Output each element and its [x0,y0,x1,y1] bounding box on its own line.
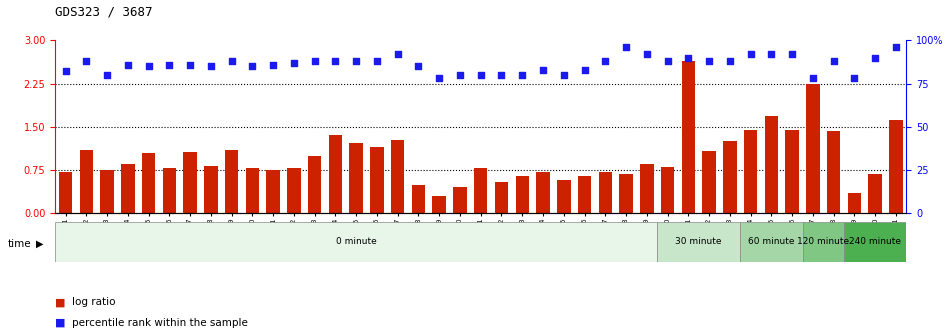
Point [888,45,903,50]
Point [764,51,779,57]
Bar [454,187,467,213]
Text: 120 minute: 120 minute [797,238,849,246]
Text: 60 minute: 60 minute [748,238,795,246]
Point [307,58,322,64]
Bar [661,167,674,213]
Bar [80,150,93,213]
Bar [412,184,425,213]
Point [58,69,73,74]
Bar [245,168,259,213]
Point [785,51,800,57]
Point [349,58,364,64]
Point [224,58,240,64]
Bar [703,151,716,213]
Bar [536,172,550,213]
Point [286,60,301,66]
Point [681,55,696,60]
Bar [889,120,902,213]
Point [369,58,384,64]
Point [494,72,509,78]
Point [514,72,530,78]
Bar [142,153,155,213]
Text: 30 minute: 30 minute [675,238,722,246]
Bar [391,139,404,213]
Bar [515,176,529,213]
Point [577,67,592,73]
Point [846,76,862,81]
Bar [844,222,906,262]
Bar [619,174,632,213]
Point [474,72,489,78]
Point [867,55,883,60]
Bar [370,147,383,213]
Point [265,62,281,67]
Bar [266,170,280,213]
Point [660,58,675,64]
Point [618,45,633,50]
Text: ■: ■ [55,318,66,328]
Bar [723,141,737,213]
Point [639,51,654,57]
Bar [827,131,841,213]
Bar [578,176,592,213]
Bar [640,164,653,213]
Text: ■: ■ [55,297,66,307]
Point [204,64,219,69]
Bar [433,196,446,213]
Bar [765,117,778,213]
Point [390,51,405,57]
Bar [204,166,218,213]
Point [597,58,612,64]
Point [162,62,177,67]
Bar [224,150,239,213]
Bar [349,143,363,213]
Point [556,72,572,78]
Text: percentile rank within the sample: percentile rank within the sample [72,318,248,328]
Bar [598,172,612,213]
Point [328,58,343,64]
Bar [682,60,695,213]
Text: ▶: ▶ [36,239,44,249]
Point [826,58,842,64]
Bar [308,156,321,213]
Bar [868,174,882,213]
Bar [744,130,757,213]
Point [702,58,717,64]
Bar [55,222,657,262]
Point [432,76,447,81]
Point [79,58,94,64]
Point [535,67,551,73]
Bar [803,222,844,262]
Point [453,72,468,78]
Text: 240 minute: 240 minute [849,238,902,246]
Text: 0 minute: 0 minute [336,238,377,246]
Bar [495,182,508,213]
Text: time: time [8,239,31,249]
Point [743,51,758,57]
Point [244,64,260,69]
Bar [100,170,114,213]
Bar [474,168,488,213]
Bar [740,222,803,262]
Point [183,62,198,67]
Bar [806,84,820,213]
Bar [287,168,301,213]
Bar [657,222,740,262]
Bar [184,152,197,213]
Point [411,64,426,69]
Bar [329,135,342,213]
Point [805,76,821,81]
Bar [786,130,799,213]
Bar [557,180,571,213]
Point [722,58,737,64]
Point [100,72,115,78]
Bar [121,164,134,213]
Text: GDS323 / 3687: GDS323 / 3687 [55,5,153,18]
Bar [59,172,72,213]
Bar [163,168,176,213]
Point [120,62,135,67]
Text: log ratio: log ratio [72,297,116,307]
Bar [847,193,862,213]
Point [141,64,156,69]
